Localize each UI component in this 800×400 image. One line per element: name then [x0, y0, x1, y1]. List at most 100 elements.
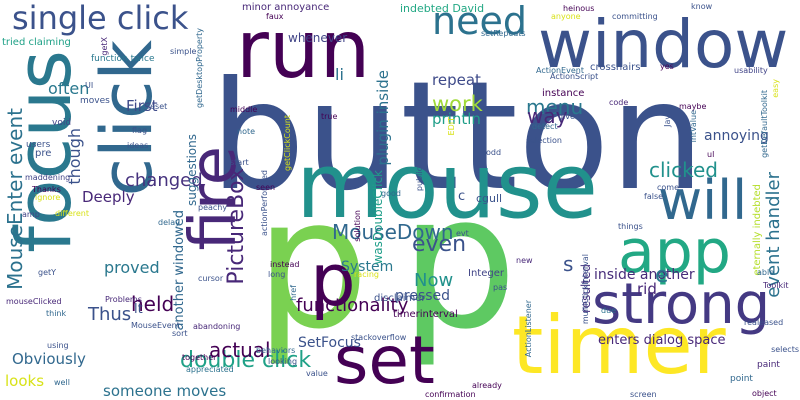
- word-middle-150: middle: [230, 105, 258, 114]
- word-start-153: start: [230, 158, 249, 167]
- word-window-8: window: [538, 6, 789, 83]
- word-able-112: able: [757, 268, 775, 277]
- word-instead-99: instead: [270, 260, 300, 269]
- word-run-7: run: [236, 3, 371, 96]
- word-disclaimer-66: disclaimer: [374, 293, 426, 304]
- word-deeply-38: Deeply: [82, 188, 135, 206]
- word-clicked-20: clicked: [649, 158, 718, 182]
- word-instance-64: instance: [542, 88, 585, 99]
- word-committing-130: committing: [612, 12, 658, 21]
- word-sort-90: sort: [172, 329, 188, 338]
- word-tried-claiming-62: tried claiming: [2, 37, 71, 48]
- word-another-windowed-56: another windowed: [172, 210, 187, 331]
- word-li-43: li: [335, 65, 344, 84]
- word-solution-159: solution: [353, 210, 362, 242]
- word-obviously-35: Obviously: [12, 350, 86, 368]
- word-indebted-david-60: indebted David: [400, 2, 485, 15]
- word-picturebox-24: PictureBox: [224, 168, 249, 285]
- word-actionscript-122: ActionScript: [550, 72, 599, 81]
- word-anyone-132: anyone: [551, 12, 581, 21]
- word-proved-34: proved: [104, 258, 160, 277]
- word-point-105: point: [730, 374, 753, 384]
- word-mousedown-18: MouseDown: [332, 220, 454, 244]
- word-maybe-117: maybe: [679, 102, 707, 111]
- word-annoying-41: annoying: [704, 128, 769, 144]
- word-well-84: well: [54, 378, 70, 387]
- word-using-83: using: [47, 341, 69, 350]
- word-mouseevent-86: MouseEvent: [131, 321, 180, 330]
- word-behaviors-91: behaviors: [256, 346, 296, 355]
- word-thanks-76: Thanks: [32, 185, 61, 194]
- word-maddening-75: maddening: [25, 173, 71, 182]
- word-pressed-46: pressed: [395, 288, 451, 304]
- word-way-39: way: [527, 104, 568, 128]
- word-odd-125: odd: [486, 148, 502, 157]
- word-double-click-17: double click: [180, 348, 312, 373]
- word-different-79: different: [55, 209, 89, 218]
- word-stackoverflow-96: stackoverflow: [351, 333, 407, 342]
- word-ul-116: ul: [707, 150, 715, 159]
- word-think-82: think: [46, 309, 67, 318]
- word-due-104: due: [601, 306, 617, 315]
- word-now-31: Now: [414, 270, 454, 291]
- word-even-19: even: [412, 232, 467, 257]
- word-thus-30: Thus: [88, 304, 132, 325]
- word-menu-23: menu: [526, 95, 584, 119]
- word-function-twice-63: function twice: [91, 54, 155, 64]
- word-getclickcount-140: getClickCount: [283, 115, 292, 171]
- word-p-16: p: [310, 238, 356, 322]
- word-detect-123: detect: [532, 122, 558, 131]
- word-rid-49: rid: [637, 280, 657, 298]
- word-problems-85: Problems: [105, 295, 142, 304]
- word-println-53: println: [432, 110, 481, 128]
- word-false-114: false: [644, 192, 664, 201]
- word-actionperformed-141: actionPerformed: [260, 170, 269, 237]
- word-ignore-77: ignore: [35, 193, 61, 202]
- word-good-157: good: [381, 189, 401, 198]
- word-java-119: Java: [663, 110, 672, 127]
- word-s-51: s: [563, 252, 574, 276]
- word-functionality-32: functionality: [296, 295, 409, 316]
- word-things-113: things: [618, 222, 643, 231]
- word-selects-107: selects: [771, 345, 799, 354]
- word-lt-52: lt: [134, 302, 143, 317]
- word-mouseclicked-81: mouseClicked: [6, 297, 62, 306]
- word-note-151: note: [237, 127, 256, 136]
- word-getdefaulttoolkit-128: getDefaultToolkit: [760, 90, 769, 158]
- word-public-158: public: [415, 167, 424, 192]
- word-looking-92: looking: [268, 357, 298, 366]
- word-mouse-3: mouse: [296, 134, 599, 239]
- word-easy-127: easy: [771, 79, 780, 98]
- word-cgull-68: cgull: [476, 192, 503, 205]
- word-e-50: e: [655, 263, 669, 288]
- word-setfocus-33: SetFocus: [298, 335, 361, 351]
- word-long-98: long: [268, 270, 286, 279]
- word-wasdoubleclick-57: wasDoubleClick: [371, 170, 385, 265]
- word-new-102: new: [516, 256, 533, 265]
- word-peachy-155: peachy: [198, 203, 228, 212]
- word-single-click-15: single click: [12, 0, 189, 37]
- word-plugin-inside-26: plugin inside: [374, 70, 392, 166]
- word-actual-28: actual: [209, 338, 271, 362]
- word-together-87: together: [182, 353, 217, 362]
- word-true-152: true: [321, 112, 338, 121]
- word-suggestions-55: suggestions: [185, 134, 199, 206]
- word-selection-124: selection: [526, 136, 562, 145]
- word-cursor-100: cursor: [198, 274, 224, 283]
- word-pre-73: pre: [35, 148, 52, 159]
- word-heinous-131: heinous: [563, 4, 595, 13]
- word-amp-78: amp: [22, 210, 40, 219]
- word-p-2: p: [400, 154, 518, 370]
- word-minor-annoyance-61: minor annoyance: [242, 2, 330, 13]
- word-paint-106: paint: [757, 360, 780, 370]
- word-inside-another-48: inside another: [594, 267, 695, 283]
- word-need-14: need: [432, 0, 527, 43]
- word-appreciated-88: appreciated: [186, 365, 234, 374]
- word-realeased-110: realeased: [744, 318, 784, 327]
- word-integer-67: Integer: [468, 268, 504, 279]
- word-confirmation-95: confirmation: [425, 390, 476, 399]
- word-actionlistener-143: ActionListener: [524, 300, 533, 358]
- word-timerinterval-65: timerinterval: [393, 309, 458, 320]
- word-come-115: come: [657, 183, 680, 192]
